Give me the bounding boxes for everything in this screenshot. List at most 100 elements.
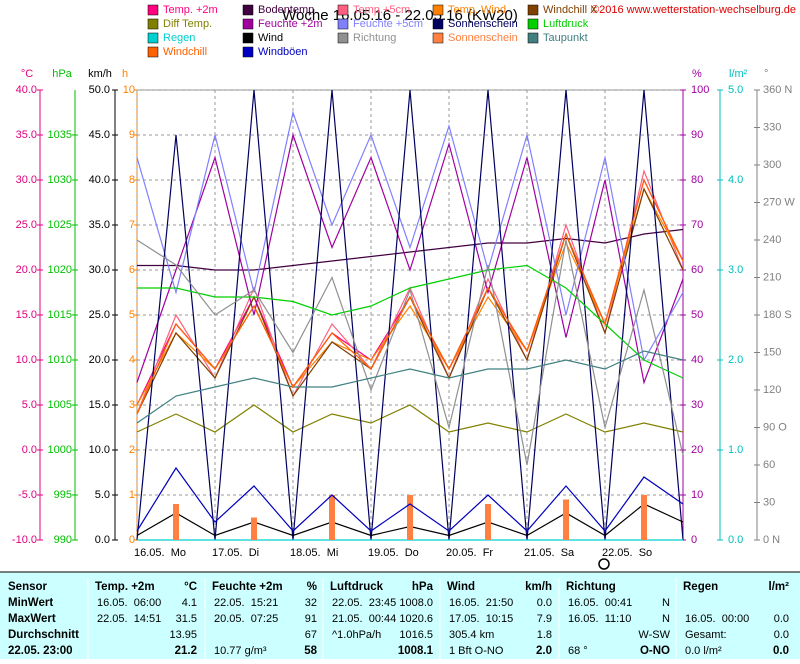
legend-label: Feuchte +2m bbox=[258, 18, 323, 30]
sunshine-bar bbox=[563, 499, 569, 540]
table-value: 1016.5 bbox=[399, 629, 433, 641]
series-line bbox=[136, 89, 684, 541]
axis-unit: °C bbox=[21, 68, 33, 80]
sunshine-bar bbox=[173, 504, 179, 540]
legend-swatch bbox=[147, 32, 159, 44]
legend-label: Sonnenschein bbox=[448, 32, 518, 44]
y-tick-label: 60 bbox=[763, 459, 775, 471]
axis-unit: hPa bbox=[52, 68, 72, 80]
table-value: 7.9 bbox=[537, 613, 552, 625]
y-tick-label: 60 bbox=[691, 264, 703, 276]
y-tick-label: 50 bbox=[691, 309, 703, 321]
y-tick-label: 30 bbox=[691, 399, 703, 411]
y-tick-label: 0 bbox=[691, 534, 697, 546]
series-line bbox=[136, 239, 684, 466]
series-line bbox=[136, 466, 684, 532]
y-tick-label: 240 bbox=[763, 234, 781, 246]
y-tick-label: 90 O bbox=[763, 421, 787, 433]
y-tick-label: 90 bbox=[691, 129, 703, 141]
table-cell: 22.05. 15:21 bbox=[214, 597, 278, 609]
y-tick-label: 0.0 bbox=[95, 534, 110, 546]
sunshine-bar bbox=[329, 495, 335, 540]
table-value: N bbox=[662, 613, 670, 625]
series-line bbox=[136, 350, 684, 424]
y-tick-label: 5 bbox=[129, 309, 135, 321]
y-tick-label: 1035 bbox=[48, 129, 72, 141]
y-tick-label: 1000 bbox=[48, 444, 72, 456]
legend-swatch bbox=[432, 4, 444, 16]
y-tick-label: 1030 bbox=[48, 174, 72, 186]
y-tick-label: 1020 bbox=[48, 264, 72, 276]
table-value: 31.5 bbox=[176, 613, 197, 625]
legend-swatch bbox=[527, 18, 539, 30]
y-tick-label: 30.0 bbox=[16, 174, 37, 186]
table-header: Luftdruck bbox=[330, 581, 384, 593]
y-tick-label: -5.0 bbox=[18, 489, 37, 501]
legend-label: Windchill bbox=[163, 46, 207, 58]
y-tick-label: 35.0 bbox=[16, 129, 37, 141]
table-value: 2.0 bbox=[536, 645, 552, 657]
table-cell: 21.05. 00:44 bbox=[332, 613, 396, 625]
table-value: W-SW bbox=[638, 629, 670, 641]
y-tick-label: 3.0 bbox=[728, 264, 743, 276]
y-tick-label: 30 bbox=[763, 496, 775, 508]
table-value: 21.2 bbox=[175, 645, 197, 657]
legend-swatch bbox=[527, 4, 539, 16]
legend-swatch bbox=[337, 4, 349, 16]
sunshine-bar bbox=[251, 517, 257, 540]
legend-swatch bbox=[432, 32, 444, 44]
table-cell: 22.05. 23:45 bbox=[332, 597, 396, 609]
y-tick-label: 100 bbox=[691, 84, 709, 96]
axis-unit: % bbox=[692, 68, 702, 80]
table-cell: 16.05. 21:50 bbox=[449, 597, 513, 609]
table-cell: 20.05. 07:25 bbox=[214, 613, 278, 625]
legend-swatch bbox=[242, 4, 254, 16]
y-tick-label: 10 bbox=[123, 84, 135, 96]
legend-swatch bbox=[432, 18, 444, 30]
y-tick-label: 0.0 bbox=[22, 444, 37, 456]
y-tick-label: 10 bbox=[691, 489, 703, 501]
y-tick-label: 1015 bbox=[48, 309, 72, 321]
y-tick-label: 1.0 bbox=[728, 444, 743, 456]
y-tick-label: 330 bbox=[763, 121, 781, 133]
axis-unit: l/m² bbox=[729, 68, 748, 80]
x-tick-label: 18.05. Mi bbox=[290, 547, 338, 559]
table-value: O-NO bbox=[640, 645, 670, 657]
y-tick-label: 210 bbox=[763, 271, 781, 283]
legend-label: Diff Temp. bbox=[163, 18, 212, 30]
y-tick-label: 40.0 bbox=[89, 174, 110, 186]
table-value: 4.1 bbox=[182, 597, 197, 609]
table-value: 0.0 bbox=[774, 629, 789, 641]
y-tick-label: 360 N bbox=[763, 84, 792, 96]
legend-label: Feuchte +5cm bbox=[353, 18, 423, 30]
table-cell: 0.0 l/m² bbox=[685, 645, 722, 657]
y-tick-label: 7 bbox=[129, 219, 135, 231]
table-header: Sensor bbox=[8, 581, 48, 593]
y-tick-label: 2.0 bbox=[728, 354, 743, 366]
table-cell: 16.05. 11:10 bbox=[568, 613, 631, 625]
legend-swatch bbox=[147, 46, 159, 58]
series-line bbox=[137, 264, 684, 379]
table-cell: 1 Bft O-NO bbox=[449, 645, 504, 657]
y-tick-label: 1025 bbox=[48, 219, 72, 231]
y-tick-label: 20 bbox=[691, 444, 703, 456]
table-cell: 22.05. 14:51 bbox=[97, 613, 161, 625]
table-value: 0.0 bbox=[773, 645, 789, 657]
x-tick-label: 16.05. Mo bbox=[134, 547, 186, 559]
table-value: 13.95 bbox=[169, 629, 197, 641]
table: Sensor Temp. +2m °C Feuchte +2m% Luftdruck hP… bbox=[8, 578, 789, 659]
table-unit: °C bbox=[184, 581, 197, 593]
y-tick-label: 25.0 bbox=[16, 219, 37, 231]
series-line bbox=[136, 404, 684, 433]
table-background bbox=[0, 572, 800, 659]
y-tick-label: 0.0 bbox=[728, 534, 743, 546]
y-tick-label: 5.0 bbox=[95, 489, 110, 501]
row-label: MaxWert bbox=[8, 613, 56, 625]
legend-swatch bbox=[337, 32, 349, 44]
table-cell: Gesamt: bbox=[685, 629, 727, 641]
y-tick-label: 1 bbox=[129, 489, 135, 501]
table-value: 67 bbox=[305, 629, 317, 641]
sunshine-bar bbox=[641, 495, 647, 540]
